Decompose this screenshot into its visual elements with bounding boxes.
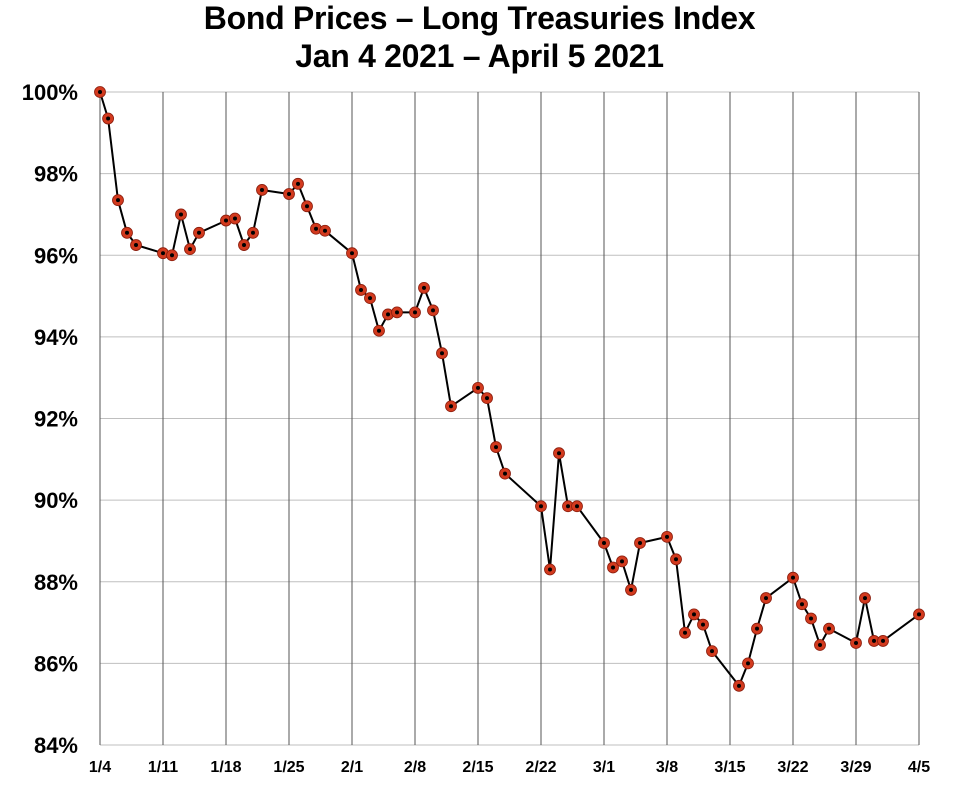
x-tick-label: 2/15 (462, 759, 493, 776)
data-point-center (116, 198, 120, 203)
data-point-center (251, 230, 255, 235)
data-point-center (224, 218, 228, 223)
y-tick-label: 84% (34, 733, 78, 758)
data-point-center (665, 534, 669, 539)
x-tick-label: 3/29 (840, 759, 871, 776)
data-point-center (764, 596, 768, 601)
data-point-center (494, 445, 498, 450)
data-point-center (854, 640, 858, 645)
data-point-center (413, 310, 417, 315)
data-point-center (611, 565, 615, 570)
data-point-center (701, 622, 705, 627)
y-tick-label: 96% (34, 243, 78, 268)
x-tick-label: 2/22 (525, 759, 556, 776)
data-point-center (548, 567, 552, 572)
x-tick-label: 1/25 (273, 759, 304, 776)
data-point-center (188, 247, 192, 252)
x-tick-label: 3/8 (656, 759, 678, 776)
data-point-center (125, 230, 129, 235)
data-point-center (287, 192, 291, 197)
data-point-center (755, 626, 759, 631)
data-point-center (197, 230, 201, 235)
data-point-center (161, 251, 165, 256)
data-point-center (386, 312, 390, 317)
data-point-center (395, 310, 399, 315)
x-tick-label: 3/15 (714, 759, 745, 776)
x-tick-label: 4/5 (908, 759, 930, 776)
data-point-center (575, 504, 579, 509)
y-tick-label: 94% (34, 325, 78, 350)
data-point-center (431, 308, 435, 313)
data-point-center (710, 649, 714, 654)
y-tick-label: 86% (34, 651, 78, 676)
data-point-center (98, 90, 102, 94)
data-point-center (809, 616, 813, 621)
series-line (99, 91, 920, 687)
data-point-center (872, 638, 876, 643)
data-point-center (476, 385, 480, 390)
data-point-center (818, 643, 822, 648)
x-tick-label: 1/4 (89, 759, 111, 776)
x-tick-label: 3/1 (593, 759, 615, 776)
x-tick-label: 3/22 (777, 759, 808, 776)
data-point-center (620, 559, 624, 564)
data-point-center (827, 626, 831, 631)
data-point-center (449, 404, 453, 409)
data-point-center (674, 557, 678, 562)
data-point-center (377, 328, 381, 333)
data-point-center (359, 287, 363, 292)
data-point-center (106, 116, 111, 121)
data-point-center (737, 683, 741, 688)
data-point-center (242, 243, 246, 248)
x-tick-label: 1/18 (210, 759, 241, 776)
data-point-center (296, 181, 300, 186)
y-tick-label: 88% (34, 570, 78, 595)
data-point-center (314, 226, 318, 231)
x-tick-label: 2/1 (341, 759, 363, 776)
data-point-center (557, 451, 561, 456)
data-point-center (683, 630, 687, 635)
y-tick-label: 100% (22, 80, 78, 105)
data-point-center (170, 253, 174, 258)
data-point-center (746, 661, 750, 666)
chart-title: Bond Prices – Long Treasuries Index (203, 0, 756, 36)
y-tick-label: 98% (34, 162, 78, 187)
data-point-center (233, 216, 237, 221)
data-point-center (692, 612, 696, 617)
data-point-center (917, 612, 921, 617)
y-tick-label: 90% (34, 488, 78, 513)
x-tick-label: 2/8 (404, 759, 426, 776)
y-tick-label: 92% (34, 407, 78, 432)
data-point-center (638, 540, 642, 545)
data-point-center (305, 204, 309, 209)
chart-subtitle: Jan 4 2021 – April 5 2021 (295, 38, 664, 74)
data-point-center (863, 596, 867, 601)
data-point-center (368, 296, 372, 301)
data-point-center (800, 602, 804, 607)
data-point-center (881, 638, 885, 643)
data-point-center (503, 471, 507, 476)
data-point-center (566, 504, 570, 509)
data-point-center (179, 212, 183, 217)
data-point-center (791, 575, 795, 580)
data-point-center (323, 228, 327, 233)
data-point-center (260, 187, 264, 192)
data-point-center (422, 285, 426, 290)
data-point-center (134, 243, 138, 248)
x-tick-label: 1/11 (148, 759, 178, 776)
data-point-center (629, 587, 633, 592)
data-point-center (602, 540, 606, 545)
data-point-center (440, 351, 444, 356)
data-point-center (539, 504, 543, 509)
data-point-center (350, 251, 354, 256)
data-point-center (485, 396, 489, 401)
